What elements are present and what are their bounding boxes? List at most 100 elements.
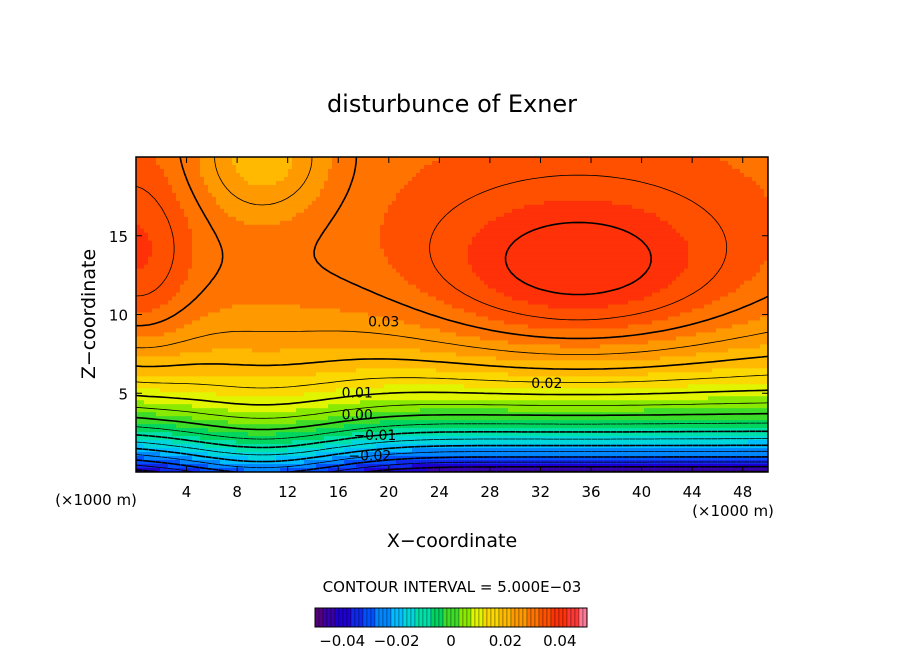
field-cell bbox=[204, 308, 209, 314]
field-cell bbox=[188, 208, 193, 214]
field-cell bbox=[148, 276, 153, 282]
field-cell bbox=[360, 364, 365, 369]
field-cell bbox=[204, 376, 209, 381]
field-cell bbox=[180, 280, 185, 286]
field-cell bbox=[340, 188, 345, 194]
field-cell bbox=[208, 164, 213, 170]
field-cell bbox=[240, 252, 245, 258]
field-cell bbox=[324, 420, 329, 425]
field-cell bbox=[156, 388, 161, 393]
field-cell bbox=[240, 344, 245, 349]
field-cell bbox=[188, 436, 193, 441]
field-cell bbox=[172, 308, 177, 314]
field-cell bbox=[384, 160, 389, 166]
field-cell bbox=[144, 340, 149, 346]
field-cell bbox=[312, 332, 317, 338]
field-cell bbox=[272, 256, 277, 262]
field-cell bbox=[192, 264, 197, 270]
field-cell bbox=[252, 412, 257, 417]
field-cell bbox=[380, 224, 385, 230]
field-cell bbox=[184, 284, 189, 290]
field-cell bbox=[228, 396, 233, 401]
field-cell bbox=[372, 264, 377, 270]
field-cell bbox=[268, 276, 273, 282]
field-cell bbox=[360, 272, 365, 278]
field-cell bbox=[140, 356, 145, 361]
field-cell bbox=[224, 296, 229, 302]
field-cell bbox=[172, 364, 177, 369]
field-cell bbox=[236, 376, 241, 381]
field-cell bbox=[220, 228, 225, 234]
field-cell bbox=[364, 168, 369, 174]
field-cell bbox=[200, 224, 205, 230]
field-cell bbox=[360, 232, 365, 238]
field-cell bbox=[216, 248, 221, 254]
field-cell bbox=[256, 460, 261, 465]
field-cell bbox=[384, 176, 389, 182]
field-cell bbox=[244, 188, 249, 194]
field-cell bbox=[324, 348, 329, 353]
field-cell bbox=[384, 344, 389, 349]
field-cell bbox=[148, 300, 153, 306]
field-cell bbox=[276, 400, 281, 405]
field-cell bbox=[156, 157, 161, 162]
field-cell bbox=[344, 320, 349, 326]
field-cell bbox=[324, 300, 329, 306]
field-cell bbox=[304, 216, 309, 222]
field-cell bbox=[224, 196, 229, 202]
field-cell bbox=[316, 316, 321, 322]
field-cell bbox=[380, 328, 385, 334]
field-cell bbox=[364, 224, 369, 230]
field-cell bbox=[220, 464, 225, 469]
field-cell bbox=[212, 296, 217, 302]
field-cell bbox=[180, 456, 185, 461]
field-cell bbox=[180, 184, 185, 190]
field-cell bbox=[164, 196, 169, 202]
field-cell bbox=[276, 168, 281, 174]
field-cell bbox=[180, 340, 185, 346]
field-cell bbox=[356, 372, 361, 377]
field-cell bbox=[208, 424, 213, 429]
field-cell bbox=[160, 424, 165, 429]
field-cell bbox=[232, 272, 237, 278]
field-cell bbox=[328, 280, 333, 286]
field-cell bbox=[268, 216, 273, 222]
field-cell bbox=[312, 204, 317, 210]
field-cell bbox=[216, 396, 221, 401]
field-cell bbox=[192, 244, 197, 250]
field-cell bbox=[364, 388, 369, 393]
field-cell bbox=[176, 260, 181, 266]
field-cell bbox=[272, 304, 277, 310]
field-cell bbox=[240, 292, 245, 298]
field-cell bbox=[372, 460, 377, 465]
field-cell bbox=[192, 208, 197, 214]
field-cell bbox=[232, 356, 237, 361]
field-cell bbox=[204, 168, 209, 174]
field-cell bbox=[240, 180, 245, 186]
field-cell bbox=[272, 168, 277, 174]
field-cell bbox=[260, 188, 265, 194]
field-cell bbox=[320, 184, 325, 190]
field-cell bbox=[136, 300, 141, 306]
field-cell bbox=[368, 280, 373, 286]
field-cell bbox=[308, 252, 313, 258]
field-cell bbox=[296, 180, 301, 186]
field-cell bbox=[160, 340, 165, 346]
field-cell bbox=[240, 168, 245, 174]
field-cell bbox=[196, 368, 201, 373]
field-cell bbox=[244, 316, 249, 322]
field-cell bbox=[136, 344, 141, 349]
field-cell bbox=[220, 300, 225, 306]
field-cell bbox=[336, 288, 341, 294]
field-cell bbox=[256, 420, 261, 425]
field-cell bbox=[356, 300, 361, 306]
field-cell bbox=[212, 400, 217, 405]
field-cell bbox=[360, 276, 365, 282]
field-cell bbox=[212, 452, 217, 457]
field-cell bbox=[160, 412, 165, 417]
field-cell bbox=[144, 388, 149, 393]
field-cell bbox=[224, 324, 229, 330]
field-cell bbox=[364, 316, 369, 322]
field-cell bbox=[268, 312, 273, 318]
field-cell bbox=[208, 256, 213, 262]
